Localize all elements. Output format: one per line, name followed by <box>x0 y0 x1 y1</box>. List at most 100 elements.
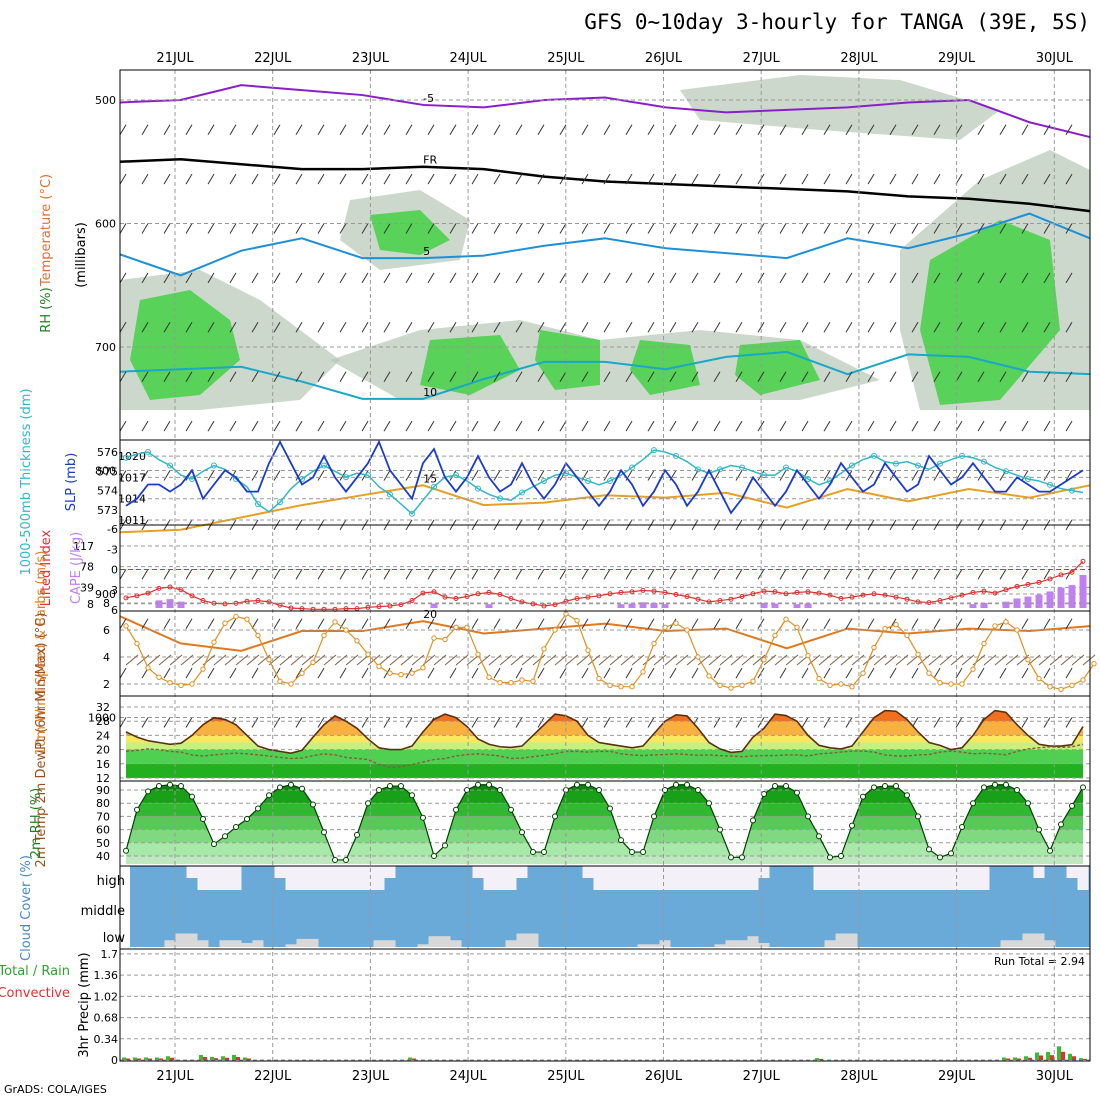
date-label-top: 30JUL <box>1036 51 1074 66</box>
thickness-point <box>1025 476 1031 483</box>
cloud-high-clear <box>758 866 770 878</box>
thickness-point <box>123 454 129 461</box>
cloud-high-clear <box>813 866 825 890</box>
wind-point <box>695 654 701 660</box>
li-point <box>772 589 778 595</box>
cloud-high-clear <box>186 866 198 878</box>
upper-barb <box>317 173 325 185</box>
rh-point <box>651 813 657 820</box>
upper-barb <box>669 223 677 234</box>
cloud-low-bar <box>648 944 660 947</box>
wind-point <box>893 621 899 628</box>
precip-total-bar <box>1013 1057 1017 1060</box>
upper-barb <box>405 272 413 284</box>
upper-barb <box>581 272 589 284</box>
rh-point <box>618 837 624 844</box>
upper-barb <box>647 223 655 234</box>
wind-point <box>244 616 250 622</box>
cloud-high-clear <box>307 866 319 890</box>
upper-barb <box>603 717 611 728</box>
upper-barb <box>361 420 369 432</box>
upper-barb <box>471 618 479 629</box>
upper-barb <box>911 272 919 284</box>
thickness-line <box>125 449 1084 515</box>
upper-barb <box>735 667 743 679</box>
upper-barb <box>845 717 853 728</box>
upper-barb <box>471 173 479 185</box>
wind-point <box>849 684 855 690</box>
upper-barb <box>735 420 743 432</box>
upper-barb <box>911 223 919 234</box>
precip-bg <box>120 949 1090 1061</box>
upper-barb <box>625 124 633 135</box>
contour-label-3: 10 <box>423 386 437 399</box>
cloud-low-bar <box>1011 940 1023 947</box>
upper-barb <box>471 124 479 135</box>
cloud-high-clear <box>659 866 671 890</box>
wind-barb <box>697 654 711 666</box>
upper-barb <box>779 420 787 432</box>
upper-barb <box>603 371 611 382</box>
upper-barb <box>625 717 633 728</box>
upper-barb <box>977 618 985 629</box>
upper-barb <box>295 420 303 432</box>
upper-barb <box>251 470 259 481</box>
rh-point <box>981 784 987 791</box>
upper-barb <box>669 272 677 284</box>
upper-barb <box>713 420 721 432</box>
wind-tick: 4 <box>103 651 110 664</box>
upper-barb <box>273 667 281 679</box>
upper-barb <box>1065 717 1073 728</box>
upper-barb <box>889 667 897 679</box>
upper-barb <box>691 667 699 679</box>
upper-barb <box>581 223 589 234</box>
cloud-low-bar <box>505 940 517 947</box>
upper-barb <box>823 124 831 135</box>
li-point <box>948 595 954 601</box>
thickness-point <box>409 510 415 517</box>
thickness-point <box>959 452 965 459</box>
rh-point <box>475 781 481 788</box>
precip-border <box>119 948 1091 1062</box>
cloud-high-clear <box>373 866 385 890</box>
rh-point <box>409 792 415 799</box>
upper-barb <box>823 618 831 629</box>
upper-barb <box>295 618 303 629</box>
upper-barb <box>889 173 897 185</box>
li-point <box>618 589 624 595</box>
rh-point <box>926 846 932 853</box>
cloud-high-clear <box>1077 866 1089 890</box>
cloud-high-clear <box>351 866 363 890</box>
slp-tick: 1014 <box>118 493 146 506</box>
upper-barb <box>427 569 435 580</box>
upper-barb <box>317 618 325 629</box>
upper-barb <box>757 173 765 185</box>
upper-barb <box>515 272 523 284</box>
wind-barb <box>367 654 381 666</box>
upper-barb <box>383 322 391 333</box>
upper-barb <box>537 272 545 284</box>
li-tick: 6 <box>111 604 118 617</box>
upper-barb <box>361 569 369 580</box>
cloud-high-clear <box>747 866 759 890</box>
upper-barb <box>779 569 787 580</box>
upper-barb <box>229 667 237 679</box>
li-point <box>1025 581 1031 587</box>
wind-point <box>805 652 811 659</box>
wind-point <box>277 678 283 684</box>
rh-point <box>200 816 206 823</box>
upper-barb <box>669 124 677 135</box>
upper-barb <box>1065 667 1073 679</box>
wind-point <box>497 679 503 686</box>
upper-barb <box>581 371 589 382</box>
cape-tick: 78 <box>80 561 94 574</box>
upper-barb <box>493 618 501 629</box>
rh-point <box>838 853 844 859</box>
cape-bar <box>1079 574 1087 608</box>
thickness-tick: 576 <box>97 446 118 459</box>
upper-barb <box>559 272 567 284</box>
cloud-low-bar <box>516 933 528 947</box>
upper-barb <box>295 667 303 679</box>
wind-barb <box>884 654 898 666</box>
date-label-bottom: 25JUL <box>547 1069 585 1084</box>
